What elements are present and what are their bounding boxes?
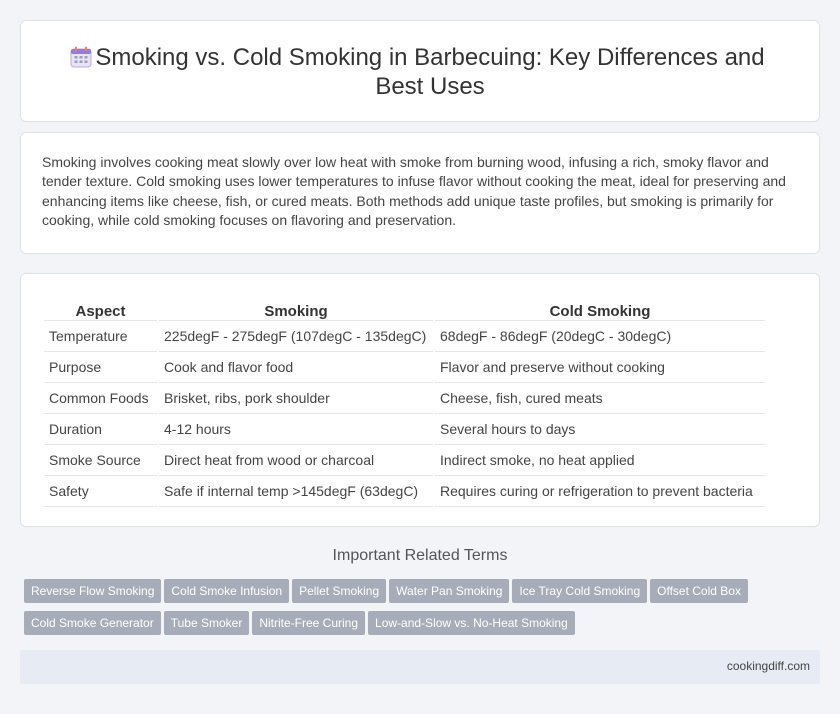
intro-text: Smoking involves cooking meat slowly ove… — [42, 154, 786, 229]
cell-cold-smoking: Indirect smoke, no heat applied — [435, 444, 765, 475]
cell-cold-smoking: Flavor and preserve without cooking — [435, 351, 765, 382]
comparison-card: Aspect Smoking Cold Smoking Temperature … — [20, 273, 820, 527]
table-row: Smoke Source Direct heat from wood or ch… — [44, 444, 765, 475]
calendar-icon — [70, 46, 92, 68]
cell-smoking: Brisket, ribs, pork shoulder — [159, 382, 433, 413]
related-term-tag[interactable]: Reverse Flow Smoking — [24, 579, 162, 603]
cell-smoking: Safe if internal temp >145degF (63degC) — [159, 475, 433, 507]
footer-site-link[interactable]: cookingdiff.com — [726, 659, 810, 673]
cell-aspect: Purpose — [44, 351, 157, 382]
cell-aspect: Duration — [44, 413, 157, 444]
table-row: Duration 4-12 hours Several hours to day… — [44, 413, 765, 444]
cell-aspect: Safety — [44, 475, 157, 507]
table-row: Purpose Cook and flavor food Flavor and … — [44, 351, 765, 382]
cell-cold-smoking: Requires curing or refrigeration to prev… — [435, 475, 765, 507]
cell-smoking: 225degF - 275degF (107degC - 135degC) — [159, 320, 433, 351]
related-terms-title: Important Related Terms — [332, 547, 508, 564]
header-card: Smoking vs. Cold Smoking in Barbecuing: … — [20, 20, 820, 122]
comparison-table: Aspect Smoking Cold Smoking Temperature … — [42, 296, 767, 507]
related-terms-list: Reverse Flow Smoking Cold Smoke Infusion P… — [24, 579, 804, 643]
cell-cold-smoking: 68degF - 86degF (20degC - 30degC) — [435, 320, 765, 351]
cell-aspect: Temperature — [44, 320, 157, 351]
header-cold-smoking: Cold Smoking — [549, 303, 651, 320]
related-term-tag[interactable]: Pellet Smoking — [292, 579, 387, 603]
cell-smoking: Direct heat from wood or charcoal — [159, 444, 433, 475]
related-term-tag[interactable]: Ice Tray Cold Smoking — [512, 579, 648, 603]
table-row: Common Foods Brisket, ribs, pork shoulde… — [44, 382, 765, 413]
page-title: Smoking vs. Cold Smoking in Barbecuing: … — [95, 44, 765, 100]
cell-cold-smoking: Several hours to days — [435, 413, 765, 444]
table-row: Safety Safe if internal temp >145degF (6… — [44, 475, 765, 507]
cell-smoking: 4-12 hours — [159, 413, 433, 444]
table-header-row: Aspect Smoking Cold Smoking — [44, 296, 765, 320]
related-term-tag[interactable]: Tube Smoker — [163, 611, 250, 635]
related-term-tag[interactable]: Water Pan Smoking — [389, 579, 510, 603]
related-term-tag[interactable]: Cold Smoke Infusion — [164, 579, 290, 603]
related-term-tag[interactable]: Offset Cold Box — [650, 579, 748, 603]
intro-card: Smoking involves cooking meat slowly ove… — [20, 132, 820, 254]
related-term-tag[interactable]: Cold Smoke Generator — [24, 611, 161, 635]
cell-aspect: Smoke Source — [44, 444, 157, 475]
header-smoking: Smoking — [264, 303, 328, 320]
related-term-tag[interactable]: Low-and-Slow vs. No-Heat Smoking — [368, 611, 575, 635]
cell-smoking: Cook and flavor food — [159, 351, 433, 382]
cell-cold-smoking: Cheese, fish, cured meats — [435, 382, 765, 413]
footer: cookingdiff.com — [20, 650, 820, 684]
header-aspect: Aspect — [75, 303, 126, 320]
table-row: Temperature 225degF - 275degF (107degC -… — [44, 320, 765, 351]
related-term-tag[interactable]: Nitrite-Free Curing — [252, 611, 366, 635]
cell-aspect: Common Foods — [44, 382, 157, 413]
